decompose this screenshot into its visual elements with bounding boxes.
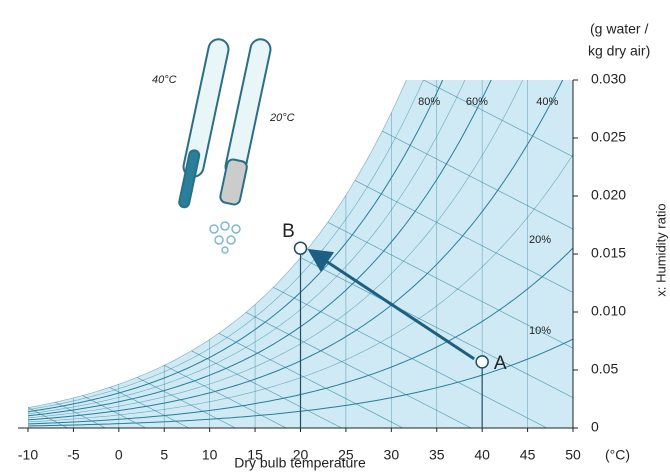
rh-label: 60% — [466, 96, 488, 108]
y-axis-label: x: Humidity ratio — [653, 203, 668, 296]
x-tick-label: 45 — [520, 447, 536, 463]
state-point — [295, 242, 307, 254]
x-tick-label: -10 — [18, 447, 38, 463]
rh-label: 80% — [418, 96, 440, 108]
rh-label: 10% — [529, 325, 551, 337]
y-unit: (g water / — [590, 21, 648, 37]
chart: 80%60%40%20%10%-10-505101520253035404550… — [0, 0, 670, 473]
x-axis-label: Dry bulb temperature — [234, 455, 366, 471]
y-unit: kg dry air) — [588, 43, 650, 59]
x-tick-label: 5 — [160, 447, 168, 463]
rh-label: 20% — [529, 234, 551, 246]
y-tick-label: 0.025 — [591, 129, 626, 145]
x-tick-label: -5 — [67, 447, 80, 463]
y-tick-label: 0.05 — [591, 361, 618, 377]
point-label: B — [282, 221, 295, 242]
x-tick-label: 35 — [429, 447, 445, 463]
x-tick-label: 50 — [565, 447, 581, 463]
thermometer-illustration — [178, 37, 272, 253]
y-tick-label: 0.030 — [591, 71, 626, 87]
y-tick-label: 0.015 — [591, 245, 626, 261]
x-tick-label: 30 — [384, 447, 400, 463]
thermometer-label: 40°C — [152, 74, 177, 86]
x-unit: (°C) — [605, 447, 630, 463]
x-tick-label: 40 — [474, 447, 490, 463]
y-tick-label: 0 — [591, 419, 599, 435]
point-label: A — [494, 353, 507, 374]
plot-clip — [28, 0, 670, 428]
thermometer-label: 20°C — [269, 112, 295, 124]
x-tick-label: 10 — [202, 447, 218, 463]
rh-label: 40% — [536, 96, 558, 108]
y-tick-label: 0.010 — [591, 303, 626, 319]
x-tick-label: 0 — [115, 447, 123, 463]
y-tick-label: 0.020 — [591, 187, 626, 203]
state-point — [476, 356, 488, 368]
